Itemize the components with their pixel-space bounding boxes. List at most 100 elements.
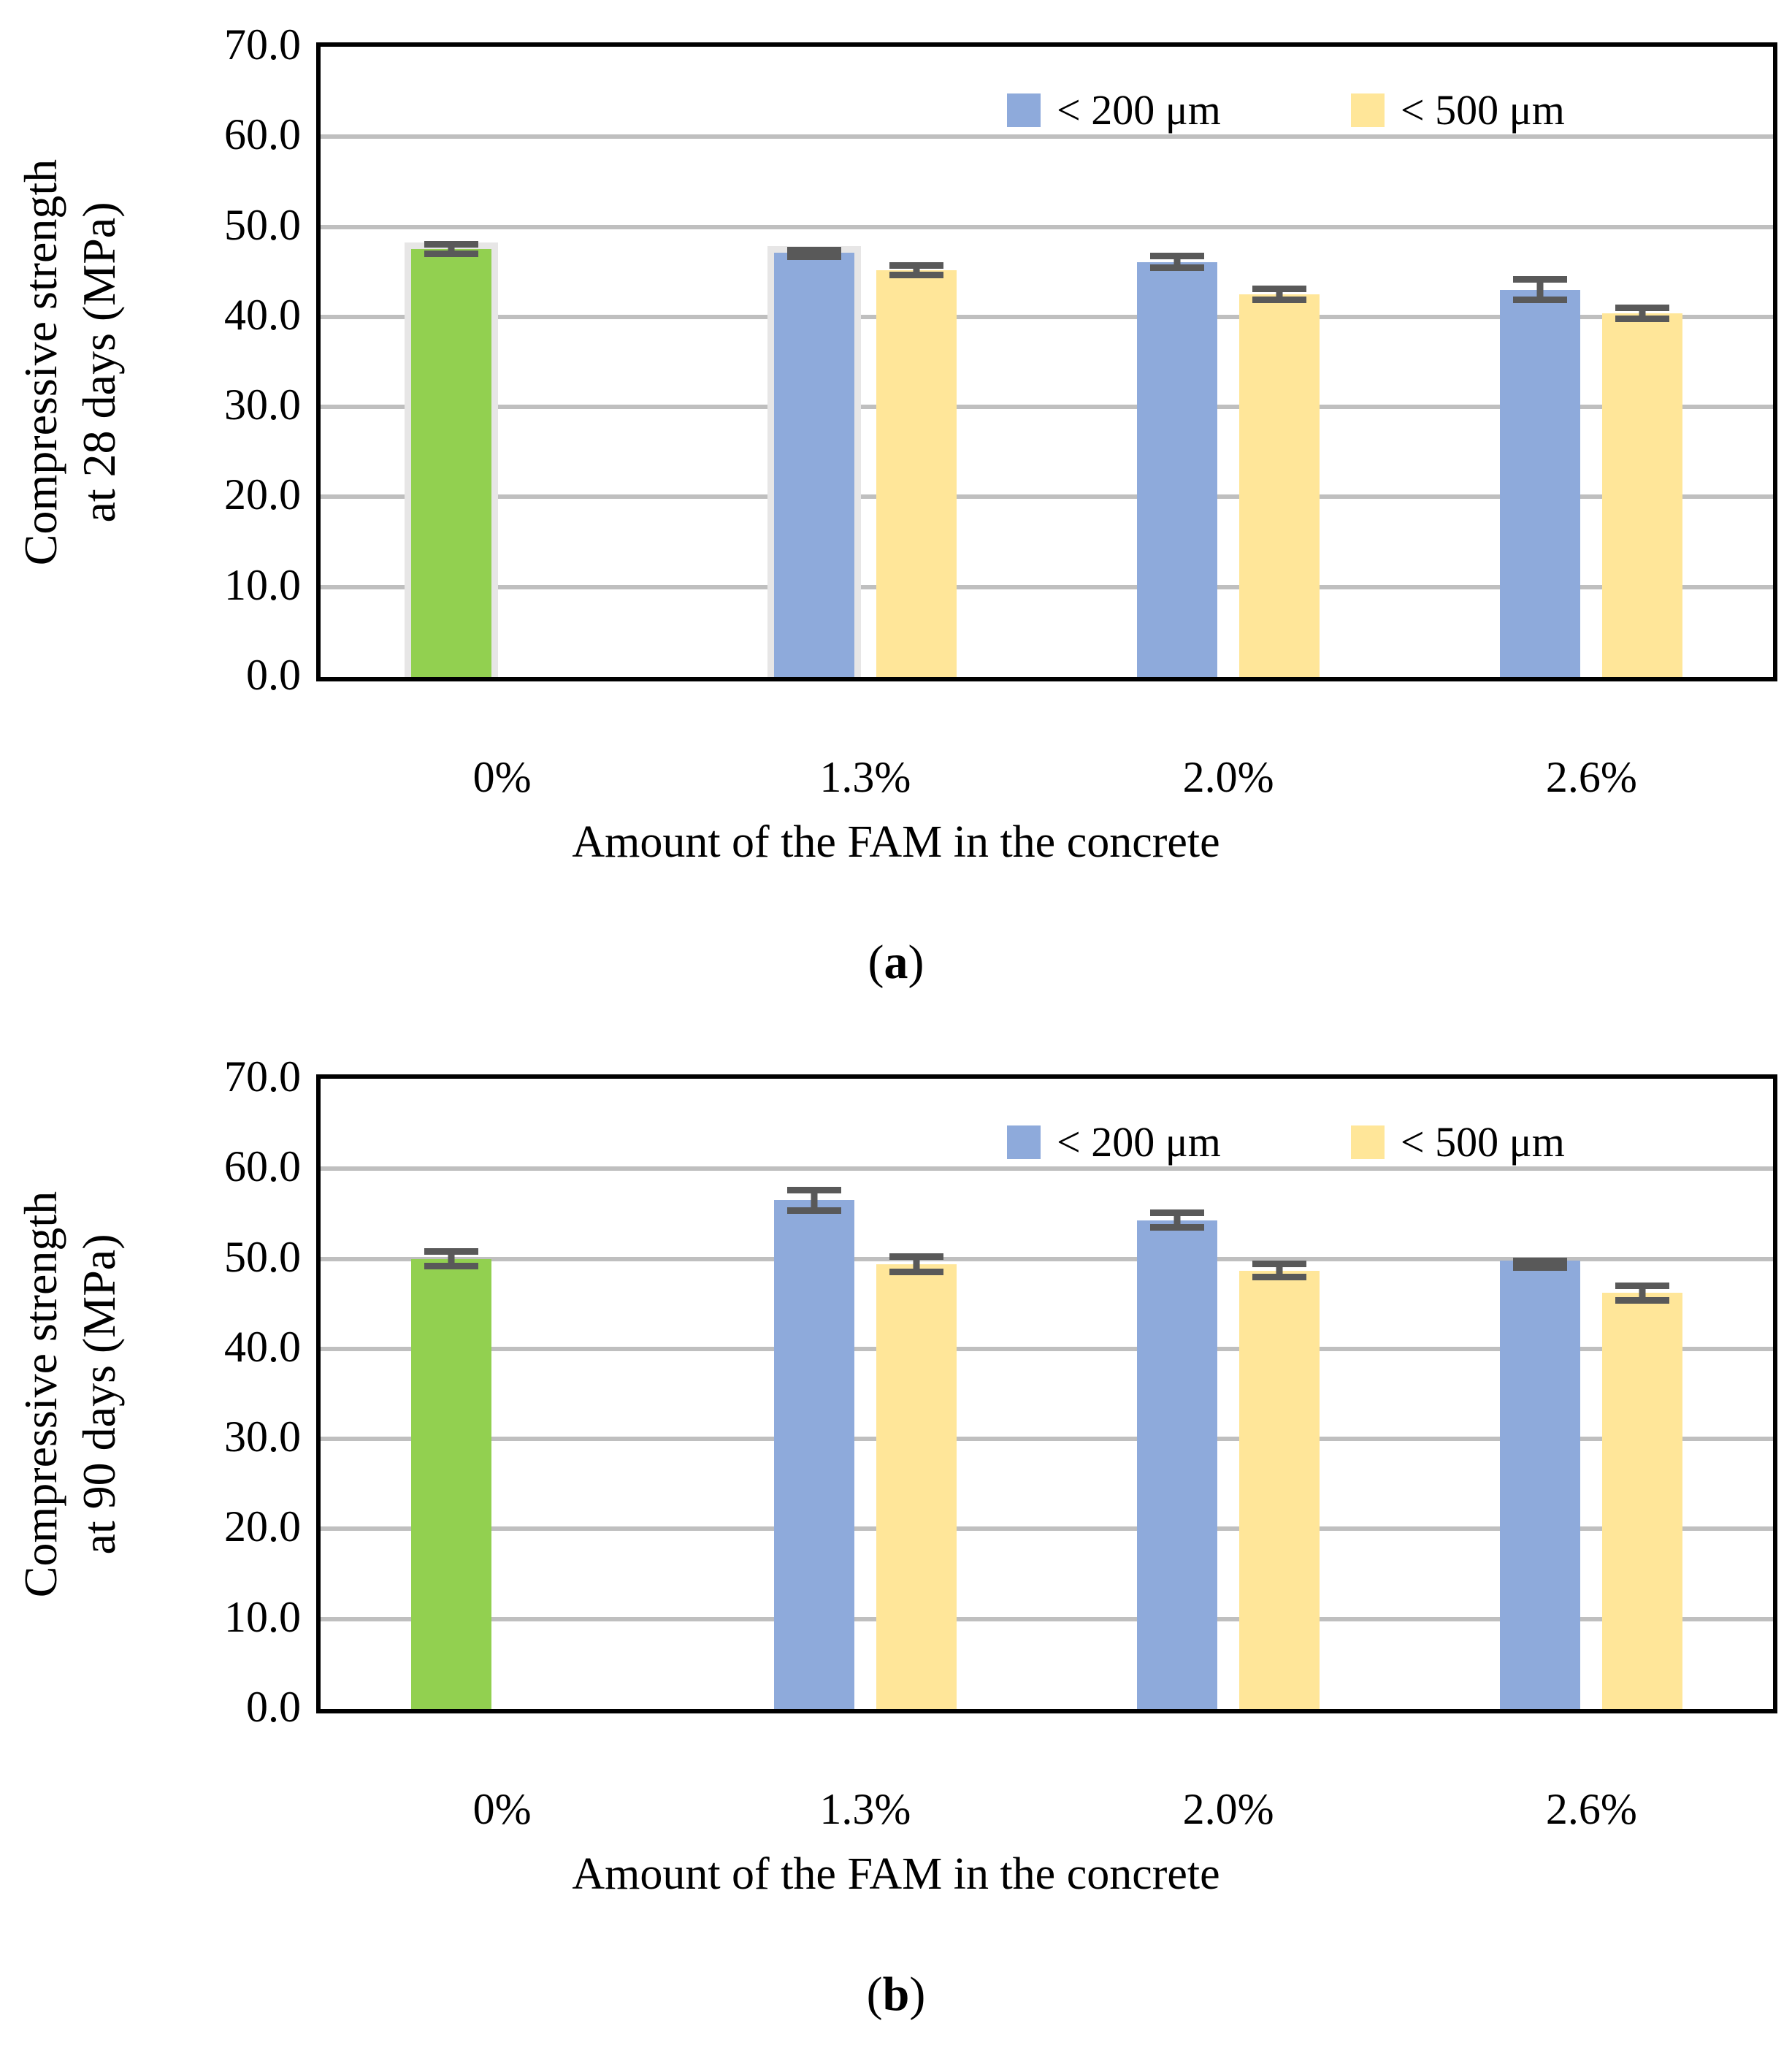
bar-2.0pct-lt200um bbox=[1137, 261, 1218, 677]
gridline-50 bbox=[321, 224, 1773, 229]
y-tick-label: 20.0 bbox=[224, 1502, 301, 1551]
legend: < 200 μm < 500 μm bbox=[1007, 1121, 1565, 1163]
bar-1.3pct-lt200um bbox=[773, 253, 854, 677]
legend-label-lt200: < 200 μm bbox=[1057, 1118, 1221, 1166]
y-tick-label: 0.0 bbox=[246, 1683, 301, 1731]
y-tick-label: 60.0 bbox=[224, 110, 301, 159]
error-bar-stem bbox=[1276, 1267, 1283, 1274]
caption-paren-open: ( bbox=[866, 1968, 883, 2021]
bar-1.3pct-lt200um bbox=[773, 1200, 854, 1709]
error-bar-stem bbox=[448, 1254, 455, 1264]
bar-0pct-control bbox=[410, 249, 491, 677]
bar-1.3pct-lt500um bbox=[876, 270, 957, 677]
error-bar bbox=[889, 1253, 943, 1275]
legend-swatch-lt200 bbox=[1007, 93, 1041, 127]
error-bar-stem bbox=[1536, 283, 1544, 297]
y-tick-label: 50.0 bbox=[224, 1232, 301, 1281]
error-bar bbox=[1150, 1209, 1205, 1231]
x-category-label: 1.3% bbox=[819, 753, 911, 801]
y-tick-label: 30.0 bbox=[224, 1413, 301, 1461]
y-tick-label: 10.0 bbox=[224, 560, 301, 609]
bar-0pct-control bbox=[410, 1258, 491, 1709]
y-tick-label: 40.0 bbox=[224, 290, 301, 339]
y-tick-label: 30.0 bbox=[224, 381, 301, 429]
legend-swatch-lt200 bbox=[1007, 1125, 1041, 1159]
gridline-20 bbox=[321, 494, 1773, 500]
error-bar bbox=[1252, 1261, 1307, 1281]
x-category-label: 0% bbox=[472, 753, 532, 801]
caption-letter: b bbox=[882, 1968, 910, 2021]
legend-swatch-lt500 bbox=[1350, 1125, 1385, 1159]
bar-2.6pct-lt200um bbox=[1500, 1261, 1581, 1709]
x-axis-title: Amount of the FAM in the concrete bbox=[572, 817, 1220, 867]
y-tick-label: 70.0 bbox=[224, 20, 301, 69]
y-tick-label: 10.0 bbox=[224, 1592, 301, 1641]
error-bar-stem bbox=[913, 1260, 920, 1269]
y-tick-label: 40.0 bbox=[224, 1322, 301, 1371]
error-bar bbox=[889, 261, 943, 278]
gridline-10 bbox=[321, 584, 1773, 589]
gridline-40 bbox=[321, 1346, 1773, 1351]
bar-2.6pct-lt500um bbox=[1602, 313, 1683, 677]
subfigure-caption: (a) bbox=[0, 939, 1792, 987]
gridline-30 bbox=[321, 405, 1773, 410]
bar-2.6pct-lt500um bbox=[1602, 1293, 1683, 1709]
legend-label-lt500: < 500 μm bbox=[1400, 1118, 1565, 1166]
error-bar bbox=[1615, 304, 1670, 323]
y-axis-title-line1: Compressive strength bbox=[15, 1190, 66, 1598]
gridline-10 bbox=[321, 1616, 1773, 1621]
error-bar-stem bbox=[811, 1193, 818, 1207]
caption-paren-close: ) bbox=[908, 936, 924, 989]
plot-area: < 200 μm < 500 μm bbox=[316, 1074, 1777, 1713]
gridline-30 bbox=[321, 1437, 1773, 1442]
legend-label-lt200: < 200 μm bbox=[1057, 86, 1221, 134]
bar-2.0pct-lt500um bbox=[1239, 294, 1320, 677]
chart-b-section: Compressive strength at 90 days (MPa) 70… bbox=[0, 1032, 1792, 2064]
caption-letter: a bbox=[884, 936, 908, 989]
error-bar-stem bbox=[1276, 291, 1283, 297]
bar-2.0pct-lt500um bbox=[1239, 1270, 1320, 1709]
y-tick-label: 70.0 bbox=[224, 1052, 301, 1101]
y-axis-title-line1: Compressive strength bbox=[15, 158, 66, 566]
gridline-20 bbox=[321, 1526, 1773, 1532]
gridline-60 bbox=[321, 1166, 1773, 1171]
y-tick-label: 0.0 bbox=[246, 651, 301, 699]
plot-area: < 200 μm < 500 μm bbox=[316, 42, 1777, 681]
bar-1.3pct-lt500um bbox=[876, 1264, 957, 1709]
gridline-50 bbox=[321, 1256, 1773, 1261]
legend-item-lt200: < 200 μm bbox=[1007, 89, 1221, 131]
x-category-label: 2.0% bbox=[1182, 753, 1274, 801]
legend-item-lt500: < 500 μm bbox=[1350, 1118, 1565, 1166]
error-bar bbox=[424, 241, 478, 258]
error-bar bbox=[1150, 253, 1205, 271]
error-bar bbox=[786, 246, 841, 260]
error-bar-stem bbox=[1173, 1215, 1181, 1225]
legend-item-lt200: < 200 μm bbox=[1007, 1121, 1221, 1163]
y-tick-label: 60.0 bbox=[224, 1142, 301, 1191]
legend-item-lt500: < 500 μm bbox=[1350, 86, 1565, 134]
legend-label-lt500: < 500 μm bbox=[1400, 86, 1565, 134]
caption-paren-open: ( bbox=[868, 936, 884, 989]
x-category-label: 2.6% bbox=[1545, 1785, 1637, 1833]
bar-2.0pct-lt200um bbox=[1137, 1220, 1218, 1709]
chart-a-section: Compressive strength at 28 days (MPa) 70… bbox=[0, 20, 1792, 987]
x-category-label: 1.3% bbox=[819, 1785, 911, 1833]
y-tick-label: 50.0 bbox=[224, 200, 301, 249]
error-bar-stem bbox=[913, 268, 920, 272]
y-tick-label: 20.0 bbox=[224, 470, 301, 519]
error-bar bbox=[1513, 276, 1568, 304]
error-bar bbox=[1252, 285, 1307, 304]
subfigure-caption: (b) bbox=[0, 1971, 1792, 2019]
error-bar-stem bbox=[448, 248, 455, 251]
error-bar bbox=[1615, 1282, 1670, 1304]
x-axis-title: Amount of the FAM in the concrete bbox=[572, 1849, 1220, 1899]
gridline-40 bbox=[321, 314, 1773, 319]
error-bar-stem bbox=[1173, 259, 1181, 264]
x-category-label: 2.6% bbox=[1545, 753, 1637, 801]
gridline-60 bbox=[321, 134, 1773, 139]
legend: < 200 μm < 500 μm bbox=[1007, 89, 1565, 131]
bar-2.6pct-lt200um bbox=[1500, 289, 1581, 677]
error-bar-stem bbox=[1639, 310, 1646, 316]
error-bar bbox=[424, 1247, 478, 1270]
legend-swatch-lt500 bbox=[1350, 93, 1385, 127]
